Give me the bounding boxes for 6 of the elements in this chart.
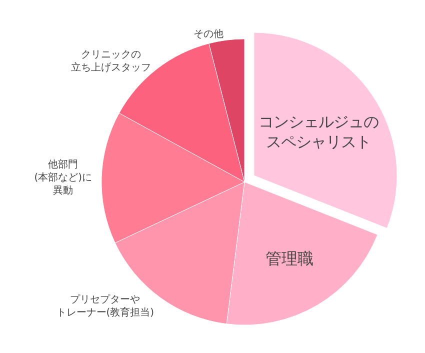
slice-label: コンシェルジュのスペシャリスト <box>258 112 379 151</box>
slice-label: その他 <box>194 28 224 40</box>
slice-label: クリニックの立ち上げスタッフ <box>70 49 151 74</box>
slice-label: 他部門(本部など)に異動 <box>34 158 92 196</box>
slice-label: 管理職 <box>266 248 314 268</box>
slice-label: プリセプターやトレーナー(教育担当) <box>56 293 154 318</box>
